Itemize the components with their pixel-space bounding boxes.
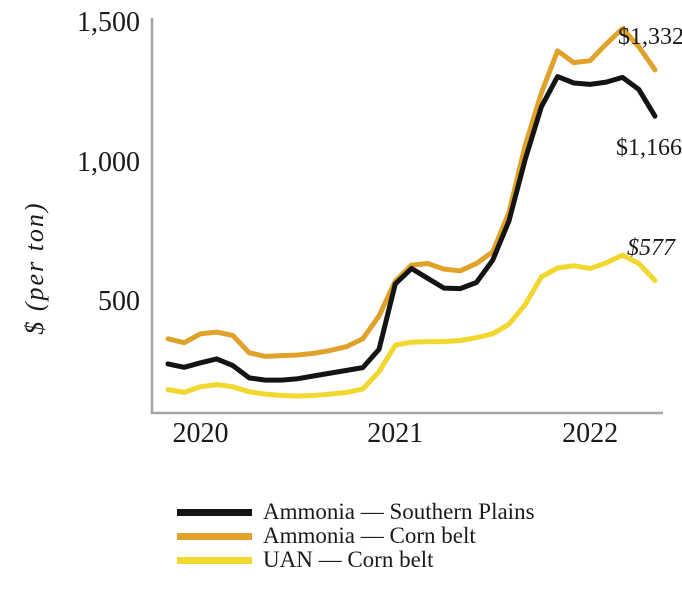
legend-label-uan-corn-belt: UAN — Corn belt (263, 547, 434, 572)
data-label-ammonia-corn-belt: $1,332 (618, 24, 682, 50)
legend-item-ammonia-corn-belt: Ammonia — Corn belt (177, 524, 535, 548)
data-label-uan-corn-belt: $577 (627, 235, 675, 261)
legend-label-ammonia-southern-plains: Ammonia — Southern Plains (263, 499, 535, 524)
series-line-uan-corn-belt (165, 252, 658, 399)
data-label-ammonia-southern-plains: $1,166 (616, 135, 682, 161)
x-tick-2022: 2022 (562, 418, 619, 449)
x-tick-2020: 2020 (172, 418, 229, 449)
y-tick-1000: 1,000 (77, 146, 140, 178)
x-tick-2021: 2021 (367, 418, 424, 449)
y-axis-title: $ (per ton) (20, 201, 49, 335)
legend-swatch-ammonia-southern-plains (177, 508, 252, 516)
legend-swatch-ammonia-corn-belt (177, 532, 252, 540)
y-tick-1500: 1,500 (77, 7, 140, 38)
legend-swatch-uan-corn-belt (177, 556, 252, 564)
y-tick-500: 500 (98, 286, 140, 317)
series-line-ammonia-southern-plains (165, 74, 658, 383)
legend-label-ammonia-corn-belt: Ammonia — Corn belt (263, 523, 476, 548)
legend: Ammonia — Southern Plains Ammonia — Corn… (177, 500, 535, 572)
legend-item-ammonia-southern-plains: Ammonia — Southern Plains (177, 500, 535, 524)
series-line-ammonia-corn-belt (165, 26, 658, 359)
legend-item-uan-corn-belt: UAN — Corn belt (177, 548, 535, 572)
